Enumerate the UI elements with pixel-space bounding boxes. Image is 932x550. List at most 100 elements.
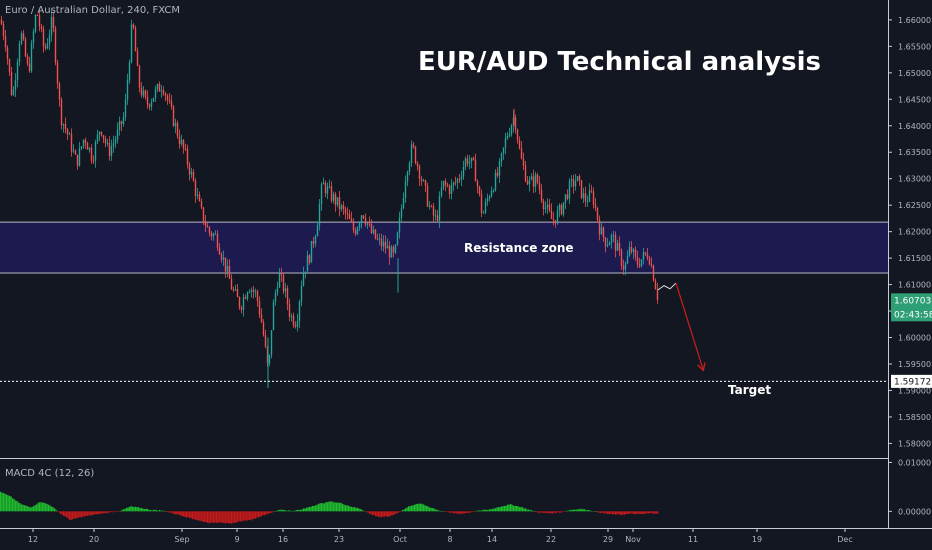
time-axis[interactable]: 12 20 Sep 9 16 23 Oct 8 14 22 29 Nov 11 19 Dec — [28, 528, 853, 544]
macd-bar — [268, 511, 270, 514]
macd-bar — [445, 511, 447, 512]
candle — [374, 229, 377, 240]
candle — [58, 81, 61, 107]
candle — [220, 251, 223, 263]
analysis-title: EUR/AUD Technical analysis — [418, 47, 821, 77]
candle — [30, 39, 33, 73]
macd-bar — [52, 507, 54, 512]
macd-bar — [304, 508, 306, 512]
macd-bar — [262, 511, 264, 515]
macd-bar — [439, 510, 441, 512]
macd-bar — [156, 510, 158, 512]
macd-bar — [129, 506, 131, 512]
macd-bar — [529, 510, 531, 512]
macd-bar — [625, 511, 627, 515]
candle — [54, 25, 57, 66]
candle — [194, 178, 197, 203]
macd-bar — [396, 511, 398, 514]
candle — [78, 141, 81, 167]
macd-bar — [219, 511, 221, 523]
macd-bar — [447, 511, 449, 512]
macd-bar — [63, 511, 65, 516]
macd-bar — [7, 495, 9, 512]
macd-bar — [580, 508, 582, 512]
macd-bar — [36, 504, 38, 512]
macd-bar — [273, 511, 275, 512]
macd-bar — [243, 511, 245, 521]
macd-bar — [163, 511, 165, 512]
macd-bar — [144, 509, 146, 512]
macd-bar — [511, 504, 513, 512]
candle — [550, 203, 553, 220]
candle — [522, 152, 525, 171]
macd-bar — [277, 510, 279, 512]
macd-bar — [196, 511, 198, 521]
macd-bar — [349, 506, 351, 512]
time-tick-label: Sep — [174, 535, 189, 544]
macd-bar — [225, 511, 227, 524]
macd-bar — [334, 502, 336, 512]
macd-bar — [64, 511, 66, 517]
macd-bar — [361, 509, 363, 512]
candle — [656, 282, 659, 304]
candle — [342, 201, 345, 215]
candle — [582, 187, 585, 203]
candle — [152, 97, 155, 103]
candle — [102, 135, 105, 144]
macd-bar — [573, 509, 575, 512]
macd-bar — [585, 510, 587, 512]
macd-bar — [462, 511, 464, 514]
macd-bar — [127, 507, 129, 512]
macd-bar — [139, 508, 141, 512]
time-tick-label: 9 — [234, 535, 239, 544]
macd-bar — [67, 511, 69, 519]
macd-bar — [145, 508, 147, 512]
macd-bar — [598, 511, 600, 513]
candle — [376, 233, 379, 241]
price-tick-label: 1.61500 — [898, 254, 931, 263]
candle — [92, 155, 95, 165]
candle — [314, 234, 317, 248]
macd-bar — [562, 511, 564, 512]
macd-bar — [390, 511, 392, 516]
macd-bar — [496, 507, 498, 512]
time-tick-label: 20 — [89, 535, 99, 544]
macd-bar — [228, 511, 230, 524]
candle — [606, 238, 609, 248]
macd-bar — [337, 502, 339, 512]
time-tick-label: Oct — [393, 535, 407, 544]
candle — [634, 246, 637, 261]
candle — [170, 94, 173, 110]
macd-bar — [385, 511, 387, 517]
macd-bar — [405, 508, 407, 512]
macd-bar — [292, 510, 294, 512]
macd-bar — [204, 511, 206, 523]
macd-bar — [213, 511, 215, 524]
macd-bar — [1, 492, 3, 512]
candle — [202, 206, 205, 225]
price-axis[interactable]: 1.66000 1.65500 1.65000 1.64500 1.64000 1.635… — [888, 16, 931, 449]
time-tick-label: 8 — [447, 535, 452, 544]
macd-bar — [589, 510, 591, 512]
candle — [216, 230, 219, 252]
macd-bar — [114, 511, 116, 512]
macd-bar — [568, 510, 570, 512]
macd-bar — [45, 503, 47, 512]
macd-bar — [33, 506, 35, 512]
candle — [484, 198, 487, 215]
macd-bar — [256, 511, 258, 518]
macd-bar — [172, 511, 174, 514]
macd-bar — [591, 510, 593, 512]
candle — [452, 181, 455, 192]
macd-bar — [250, 511, 252, 521]
candle — [108, 136, 111, 161]
candle — [270, 330, 273, 359]
candle — [320, 182, 323, 211]
candle — [440, 180, 443, 198]
candle — [222, 250, 225, 267]
candle — [98, 131, 101, 141]
macd-bar — [633, 511, 635, 515]
candle — [166, 93, 169, 105]
price-tick-label: 1.62500 — [898, 201, 931, 210]
